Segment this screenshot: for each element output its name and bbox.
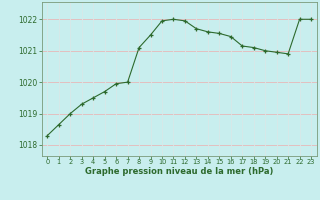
X-axis label: Graphe pression niveau de la mer (hPa): Graphe pression niveau de la mer (hPa)	[85, 167, 273, 176]
